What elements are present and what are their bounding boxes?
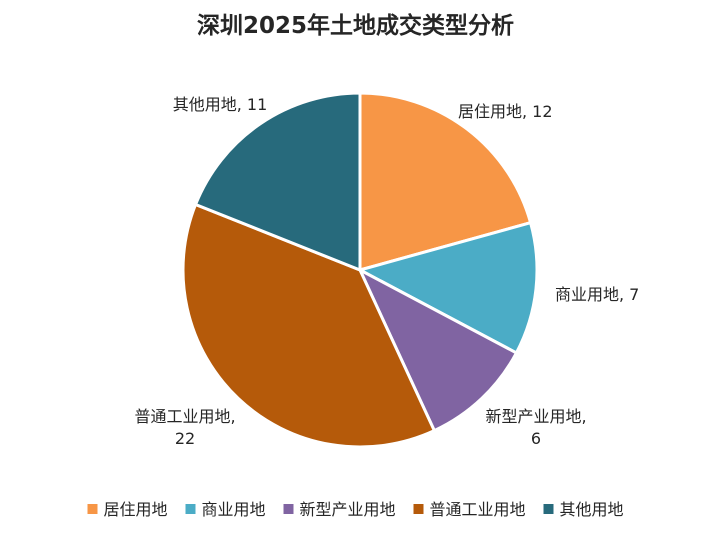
pie-slice-5	[194, 91, 362, 272]
legend-swatch	[185, 504, 196, 514]
chart-title: 深圳2025年土地成交类型分析	[197, 12, 514, 39]
legend-swatch	[283, 504, 294, 514]
legend-swatch	[543, 504, 554, 514]
data-label-1: 居住用地, 12	[458, 102, 553, 121]
legend-item-1: 居住用地	[87, 500, 168, 519]
pie-slice-3	[358, 268, 518, 433]
pie-slice-2	[358, 221, 539, 355]
data-label-3: 新型产业用地, 6	[485, 407, 586, 448]
data-label-2: 商业用地, 7	[555, 285, 639, 304]
legend: 居住用地 商业用地 新型产业用地 普通工业用地 其他用地	[87, 500, 624, 519]
legend-item-5: 其他用地	[543, 500, 624, 519]
legend-label: 普通工业用地	[430, 500, 526, 519]
data-labels: 居住用地, 12 商业用地, 7 新型产业用地, 6 普通工业用地, 22 其他用地, 11	[134, 95, 639, 448]
legend-label: 居住用地	[104, 500, 168, 519]
pie-slice-4	[181, 202, 436, 449]
data-label-5: 其他用地, 11	[173, 95, 268, 114]
legend-label: 商业用地	[202, 500, 266, 519]
legend-item-4: 普通工业用地	[413, 500, 526, 519]
data-label-4: 普通工业用地, 22	[134, 407, 235, 448]
pie-slice-1	[358, 91, 533, 272]
legend-swatch	[87, 504, 98, 514]
legend-label: 新型产业用地	[300, 500, 396, 519]
legend-item-3: 新型产业用地	[283, 500, 396, 519]
pie-slices	[181, 91, 539, 449]
legend-label: 其他用地	[560, 500, 624, 519]
legend-swatch	[413, 504, 424, 514]
legend-item-2: 商业用地	[185, 500, 266, 519]
